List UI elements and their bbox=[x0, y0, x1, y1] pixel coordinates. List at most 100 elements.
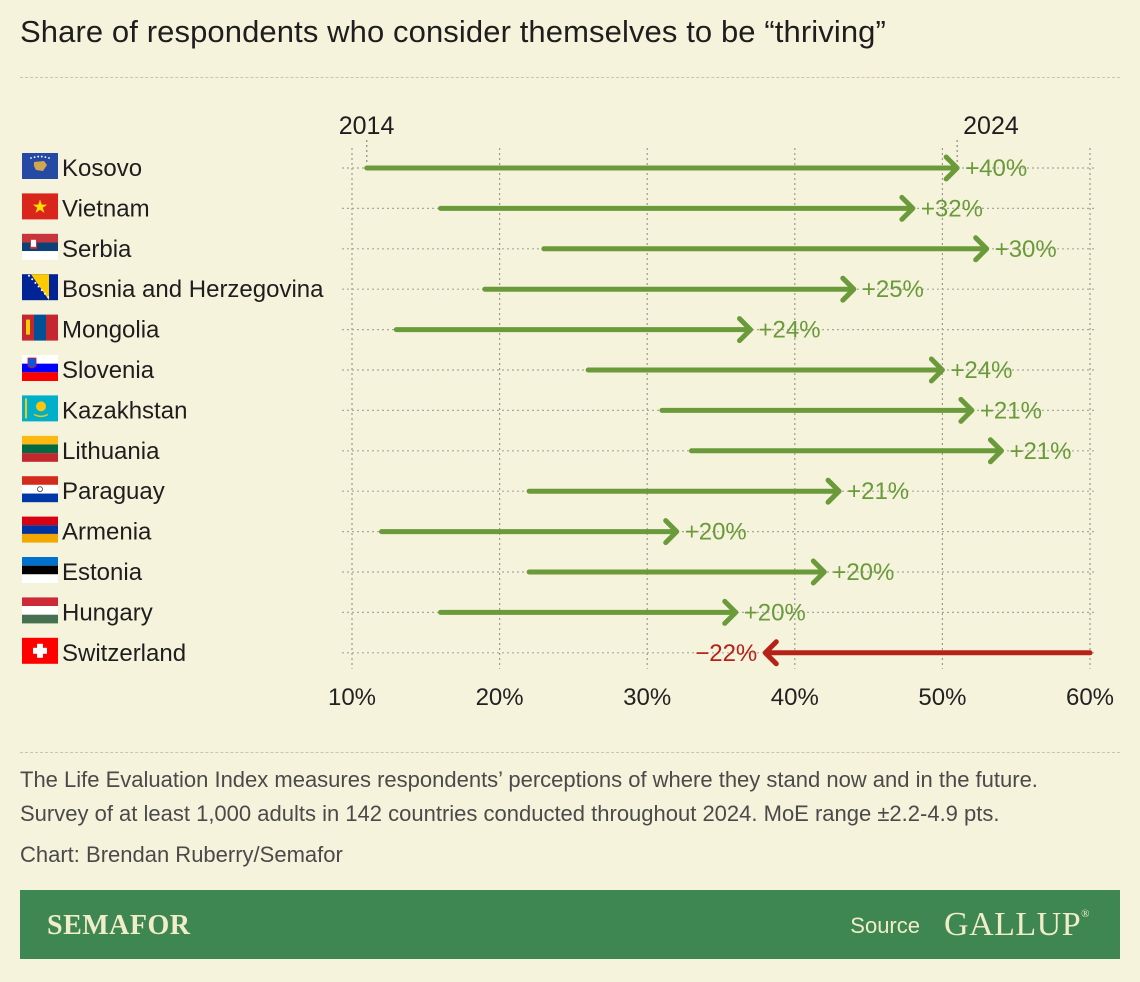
country-label: Switzerland bbox=[62, 640, 186, 667]
flag-emblem-inner bbox=[31, 239, 36, 247]
country-label: Paraguay bbox=[62, 478, 165, 505]
arrow-head bbox=[973, 235, 990, 263]
end-year-label: 2024 bbox=[963, 112, 1019, 140]
note-line-1: The Life Evaluation Index measures respo… bbox=[20, 767, 1038, 792]
flag-stripe bbox=[22, 435, 58, 445]
flag-stripe bbox=[22, 533, 58, 543]
flag-stripe bbox=[22, 242, 58, 252]
gallup-wordmark: GALLUP bbox=[944, 906, 1082, 943]
flag-star bbox=[31, 278, 34, 281]
flag-stripe bbox=[22, 557, 58, 566]
serbia-flag-icon bbox=[22, 233, 58, 260]
arrow-head bbox=[663, 518, 680, 546]
change-label: +24% bbox=[950, 357, 1012, 384]
flag-shield bbox=[27, 357, 37, 369]
flag-star bbox=[44, 292, 46, 295]
x-tick-label: 60% bbox=[1066, 684, 1114, 711]
notes-divider bbox=[20, 752, 1120, 753]
arrow-head bbox=[928, 356, 945, 384]
arrow-head bbox=[737, 316, 754, 344]
flag-stripe bbox=[22, 493, 58, 503]
bosnia-flag-icon bbox=[22, 274, 58, 301]
flag-stripe bbox=[22, 565, 58, 575]
flag-stripe bbox=[22, 476, 58, 485]
kazakhstan-flag-icon bbox=[22, 395, 58, 422]
flag-star bbox=[28, 274, 30, 277]
x-tick-label: 10% bbox=[328, 684, 376, 711]
arrow-head bbox=[840, 275, 857, 303]
arrow-head bbox=[899, 194, 916, 222]
country-label: Mongolia bbox=[62, 317, 160, 344]
flag-stripe bbox=[22, 484, 58, 494]
flag-star bbox=[48, 157, 50, 159]
country-label: Kosovo bbox=[62, 155, 142, 182]
arrow-head bbox=[987, 437, 1004, 465]
country-label: Bosnia and Herzegovina bbox=[62, 276, 324, 303]
country-label: Hungary bbox=[62, 599, 153, 626]
flag-stripe bbox=[22, 233, 58, 243]
flag-stripe bbox=[22, 574, 58, 583]
change-label: +32% bbox=[921, 195, 983, 222]
flag-map bbox=[34, 161, 47, 171]
country-label: Slovenia bbox=[62, 357, 155, 384]
flag-ornament bbox=[25, 398, 27, 419]
semafor-logo: SEMAFOR bbox=[47, 910, 191, 941]
flag-star bbox=[37, 155, 40, 158]
flag-stripe bbox=[22, 355, 58, 364]
flag-stripe bbox=[22, 597, 58, 607]
switzerland-flag-icon bbox=[22, 637, 58, 664]
flag-stripe bbox=[22, 525, 58, 534]
change-label: +20% bbox=[685, 519, 747, 546]
arrow-head bbox=[762, 639, 779, 667]
armenia-flag-icon bbox=[22, 516, 58, 543]
flag-cross-h bbox=[33, 647, 47, 654]
x-tick-label: 40% bbox=[771, 684, 819, 711]
paraguay-flag-icon bbox=[22, 476, 58, 503]
change-label: +20% bbox=[744, 599, 806, 626]
gallup-logo: GALLUP® bbox=[944, 906, 1090, 944]
flag-stripe bbox=[22, 614, 58, 624]
registered-mark: ® bbox=[1081, 907, 1090, 920]
chart-title: Share of respondents who consider themse… bbox=[20, 14, 886, 49]
mongolia-flag-icon bbox=[22, 314, 58, 341]
start-year-label: 2014 bbox=[339, 112, 395, 140]
country-label: Lithuania bbox=[62, 438, 160, 465]
flag-sun bbox=[36, 401, 46, 412]
flag-seal bbox=[37, 486, 43, 493]
flag-stripe bbox=[22, 516, 58, 526]
flag-star bbox=[44, 156, 47, 159]
arrow-chart: 10% 20% 30% 40% 50% 60% 2014 2024 Kosovo +40% Viet… bbox=[22, 112, 1114, 711]
change-label: +30% bbox=[995, 236, 1057, 263]
country-label: Serbia bbox=[62, 236, 132, 263]
country-label: Estonia bbox=[62, 559, 143, 586]
change-label: −22% bbox=[695, 640, 757, 667]
change-label: +25% bbox=[862, 276, 924, 303]
flag-stripe bbox=[22, 453, 58, 462]
x-tick-label: 30% bbox=[623, 684, 671, 711]
flag-star bbox=[30, 157, 32, 159]
flag-star bbox=[34, 281, 37, 284]
hungary-flag-icon bbox=[22, 597, 58, 624]
change-label: +20% bbox=[832, 559, 894, 586]
flag-star bbox=[40, 289, 43, 292]
flag-star bbox=[40, 155, 43, 158]
x-tick-label: 50% bbox=[918, 684, 966, 711]
flag-star bbox=[37, 285, 40, 288]
flag-stripe bbox=[22, 363, 58, 373]
flag-stripe bbox=[22, 444, 58, 454]
flag-star bbox=[33, 156, 36, 159]
source-label: Source bbox=[850, 913, 920, 938]
flag-star bbox=[32, 199, 48, 213]
change-label: +40% bbox=[965, 155, 1027, 182]
country-label: Kazakhstan bbox=[62, 397, 187, 424]
kosovo-flag-icon bbox=[22, 153, 58, 179]
change-label: +21% bbox=[980, 397, 1042, 424]
flag-stripe bbox=[22, 251, 58, 260]
flag-part bbox=[34, 314, 46, 341]
arrow-head bbox=[943, 154, 960, 182]
arrow-head bbox=[810, 558, 827, 586]
change-label: +21% bbox=[1009, 438, 1071, 465]
x-tick-label: 20% bbox=[476, 684, 524, 711]
country-label: Vietnam bbox=[62, 195, 150, 222]
lithuania-flag-icon bbox=[22, 435, 58, 462]
